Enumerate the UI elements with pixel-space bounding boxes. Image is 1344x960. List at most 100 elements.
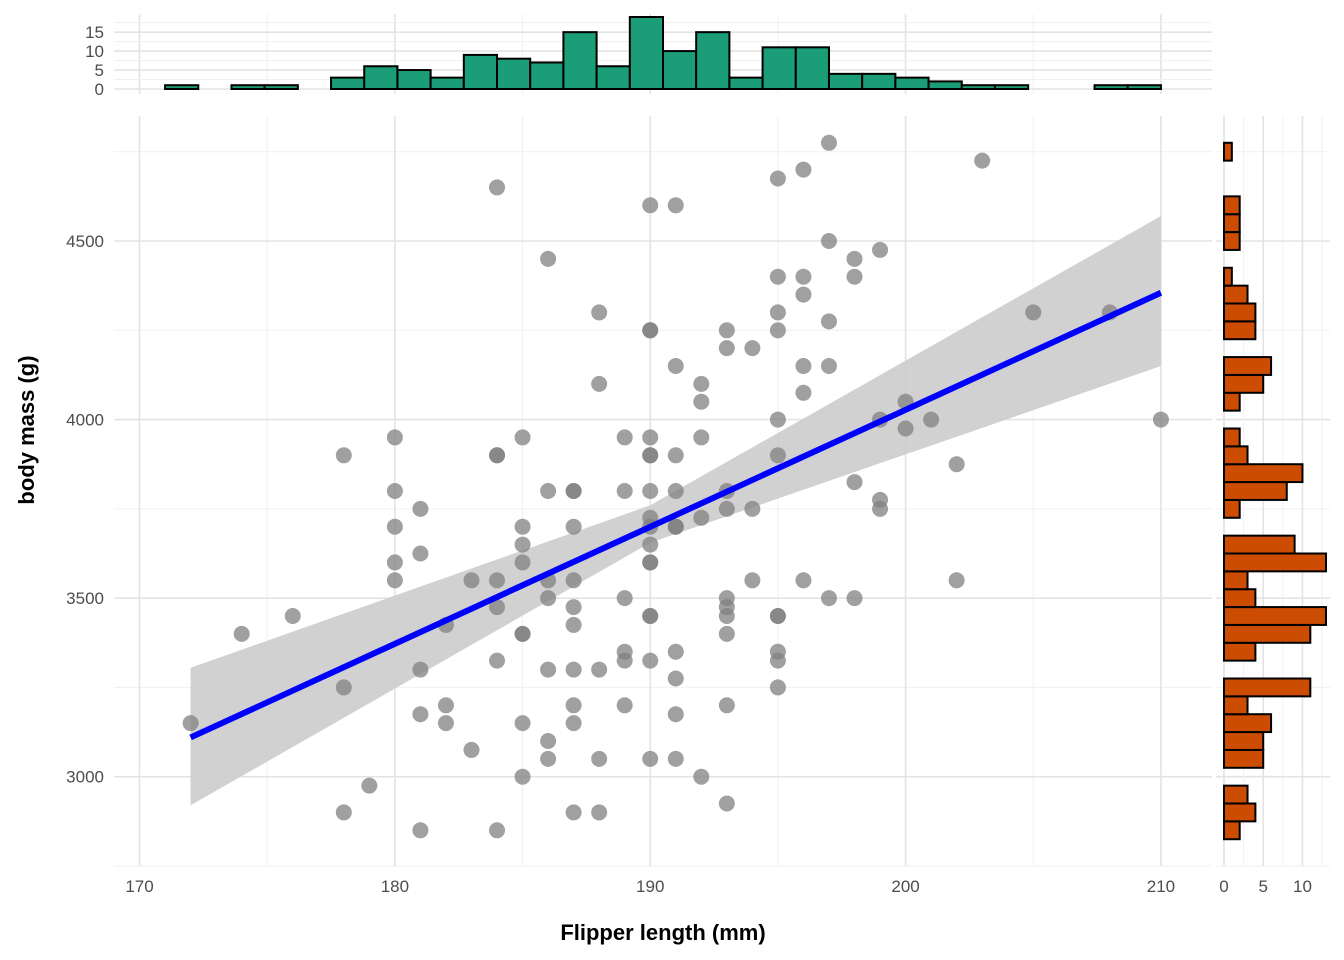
scatter-point	[361, 777, 378, 794]
top-histogram-bar	[462, 53, 499, 90]
confidence-band-layer	[190, 216, 1161, 806]
right-histogram-bar	[1223, 391, 1241, 412]
right-hist-tick-label: 5	[1258, 877, 1267, 896]
x-tick-label: 180	[381, 877, 409, 896]
scatter-point	[591, 661, 608, 678]
scatter-point	[795, 572, 812, 589]
scatter-point	[616, 483, 633, 499]
right-histogram-bar	[1223, 320, 1257, 341]
right-histogram-bar	[1223, 641, 1257, 662]
top-histogram-bar	[861, 72, 897, 90]
scatter-point	[769, 268, 786, 285]
top-histogram-bar	[695, 31, 731, 90]
scatter-point	[642, 197, 659, 214]
top-histogram-bar	[429, 76, 465, 90]
scatter-point	[948, 572, 965, 589]
scatter-point	[718, 340, 735, 357]
scatter-point	[335, 447, 352, 464]
scatter-point	[616, 590, 633, 607]
top-histogram-bar	[595, 65, 631, 91]
scatter-point	[642, 750, 659, 767]
scatter-point	[795, 384, 812, 401]
scatter-point	[565, 804, 582, 821]
top-histogram-bar	[496, 57, 532, 91]
scatter-point	[820, 358, 837, 374]
scatter-point	[795, 268, 812, 285]
scatter-point	[489, 572, 506, 589]
top-histogram-bar	[894, 76, 930, 90]
scatter-point	[948, 456, 965, 473]
top-histogram-bar	[794, 46, 830, 90]
scatter-point	[795, 161, 812, 178]
top-histogram-bar	[396, 69, 432, 91]
scatter-point	[616, 429, 633, 446]
scatter-point	[769, 170, 786, 187]
right-histogram-bar	[1223, 606, 1327, 626]
top-histogram-bar	[728, 76, 764, 90]
top-histogram-bar	[662, 50, 698, 90]
right-histogram-bar	[1223, 552, 1327, 573]
scatter-point	[540, 750, 557, 767]
top-histogram-bar	[230, 84, 266, 90]
scatter-point	[769, 411, 786, 428]
scatter-point	[386, 554, 403, 571]
y-tick-label: 4500	[66, 232, 104, 251]
scatter-point	[693, 393, 710, 410]
right-histogram-bar	[1223, 213, 1241, 234]
right-histogram-bar	[1223, 802, 1257, 823]
y-tick-label: 3000	[66, 768, 104, 787]
scatter-point	[693, 509, 710, 526]
scatter-point	[642, 608, 659, 624]
scatter-point	[642, 554, 659, 571]
scatter-point	[540, 590, 557, 607]
scatter-point	[565, 572, 582, 589]
scatter-point	[769, 447, 786, 464]
right-histogram-bar	[1223, 302, 1257, 323]
scatter-point	[591, 304, 608, 321]
scatter-point	[514, 536, 531, 553]
scatter-point	[795, 286, 812, 303]
scatter-point	[642, 536, 659, 553]
x-tick-label: 210	[1147, 877, 1175, 896]
right-histogram-bar	[1223, 463, 1304, 484]
scatter-point	[437, 715, 454, 732]
right-histogram-bar	[1223, 748, 1265, 769]
scatter-point	[820, 313, 837, 330]
scatter-point	[667, 643, 684, 660]
right-histogram-bar	[1223, 695, 1249, 716]
x-tick-label: 170	[125, 877, 153, 896]
scatter-point	[667, 483, 684, 499]
scatter-point	[642, 483, 659, 499]
top-histogram-bar	[529, 61, 565, 90]
right-histogram-bar	[1223, 784, 1249, 805]
right-histogram-bars	[1223, 141, 1327, 841]
scatter-point	[565, 518, 582, 535]
scatter-point	[718, 625, 735, 642]
scatter-point	[718, 795, 735, 812]
scatter-point	[616, 652, 633, 669]
scatter-point	[642, 322, 659, 339]
scatter-point	[514, 768, 531, 785]
scatter-point	[591, 375, 608, 392]
scatter-point	[820, 134, 837, 151]
scatter-point	[335, 679, 352, 696]
x-axis-title: Flipper length (mm)	[560, 920, 765, 945]
x-tick-label: 200	[891, 877, 919, 896]
right-histogram-bar	[1223, 534, 1296, 555]
scatter-point	[540, 733, 557, 749]
scatter-point	[540, 483, 557, 499]
scatter-points	[182, 134, 1169, 839]
scatter-point	[693, 768, 710, 785]
scatter-point	[667, 670, 684, 687]
scatter-point	[642, 652, 659, 669]
scatter-point	[514, 429, 531, 446]
right-histogram-bar	[1223, 356, 1273, 376]
scatter-point	[718, 322, 735, 339]
scatter-point	[386, 572, 403, 589]
right-histogram-bar	[1223, 820, 1241, 841]
scatter-point	[795, 358, 812, 374]
regression-fit-line	[189, 290, 1163, 741]
scatter-point	[1025, 304, 1042, 321]
right-histogram-bar	[1223, 445, 1249, 466]
right-histogram-bar	[1223, 481, 1288, 501]
